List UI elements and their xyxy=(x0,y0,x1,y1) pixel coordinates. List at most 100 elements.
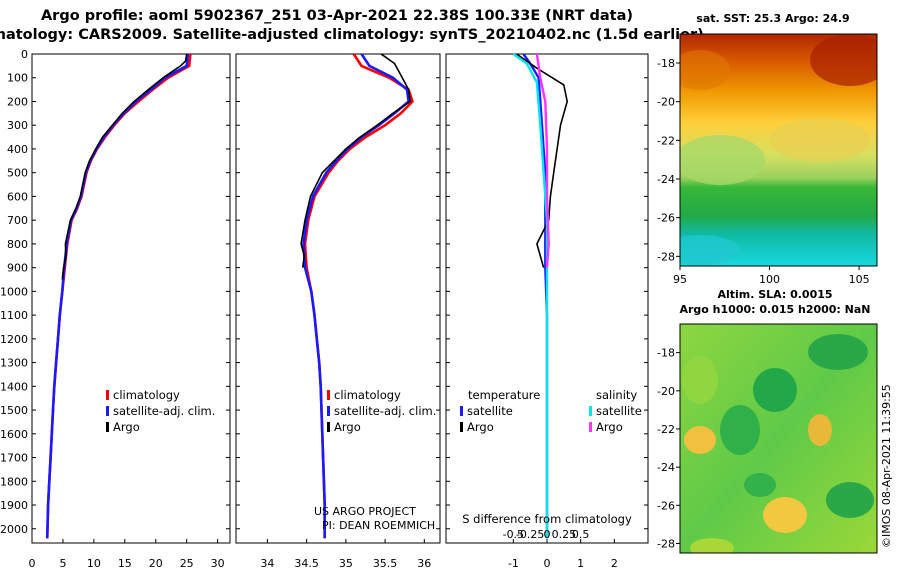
legend-swatch xyxy=(327,406,330,416)
x-tick-label: 0 xyxy=(29,557,36,570)
map-y-tick-label: -28 xyxy=(657,537,675,550)
sst-axes: -18 -20 -22 -24 -26 -28 95 100 105 xyxy=(657,57,870,286)
map-y-tick-label: -28 xyxy=(657,250,675,263)
sst-map-frame xyxy=(679,33,878,267)
sst-patch xyxy=(680,135,765,185)
map-y-tick-label: -22 xyxy=(657,423,675,436)
salinity-diff-tick-label: -0.25 xyxy=(516,528,544,541)
x-tick-label: 30 xyxy=(211,557,225,570)
sla-map-frame xyxy=(679,323,878,554)
legend-swatch xyxy=(106,422,109,432)
map-y-tick-label: -26 xyxy=(657,212,675,225)
x-tick-label: 20 xyxy=(149,557,163,570)
legend-swatch xyxy=(460,406,463,416)
x-tick-label: 34.5 xyxy=(294,557,319,570)
x-tick-label: 15 xyxy=(118,557,132,570)
map-x-tick-label: 105 xyxy=(849,273,870,286)
map-y-tick-label: -20 xyxy=(657,385,675,398)
salinity-frame xyxy=(235,53,441,544)
title-line1: Argo profile: aoml 5902367_251 03-Apr-20… xyxy=(41,8,633,24)
y-tick-label: 1000 xyxy=(0,285,28,298)
salinity-diff-tick-label: 0.25 xyxy=(552,528,577,541)
imos-stamp: ©IMOS 08-Apr-2021 11:39:55 xyxy=(880,384,893,548)
sst-patch xyxy=(680,50,730,90)
sla-patch xyxy=(826,482,874,518)
x-tick-label: 5 xyxy=(59,557,66,570)
y-tick-label: 500 xyxy=(7,167,28,180)
map-y-tick-label: -18 xyxy=(657,57,675,70)
legend-swatch xyxy=(460,422,463,432)
y-tick-label: 1300 xyxy=(0,357,28,370)
y-tick-label: 1600 xyxy=(0,428,28,441)
sla-patch xyxy=(684,426,716,454)
x-tick-label: -1 xyxy=(508,557,519,570)
series-line-2 xyxy=(61,53,188,280)
map-y-tick-label: -24 xyxy=(657,173,675,186)
x-tick-label: 0 xyxy=(544,557,551,570)
y-tick-label: 1700 xyxy=(0,452,28,465)
x-tick-label: 35 xyxy=(339,557,353,570)
legend-swatch xyxy=(106,406,109,416)
series-line-1 xyxy=(302,53,410,539)
legend-label: Argo xyxy=(334,420,361,434)
salinity-panel: 34 34.5 35 35.5 36 climatology satellite-adj. … xyxy=(235,53,441,570)
series-line-0 xyxy=(45,53,192,539)
sst-patch xyxy=(810,34,877,86)
y-tick-label: 1800 xyxy=(0,475,28,488)
sla-map-title-line2: Argo h1000: 0.015 h2000: NaN xyxy=(679,303,870,316)
difference-axis-label: S difference from climatology xyxy=(462,512,632,526)
series-line-0 xyxy=(303,53,414,539)
sla-patch xyxy=(682,356,718,404)
sst-patch xyxy=(680,235,740,265)
sla-axes: -18 -20 -22 -24 -26 -28 xyxy=(657,347,680,550)
map-y-tick-label: -26 xyxy=(657,499,675,512)
legend-swatch xyxy=(589,406,592,416)
legend-label: climatology xyxy=(113,388,180,402)
legend-temperature-title: temperature xyxy=(468,388,540,402)
legend-label: climatology xyxy=(334,388,401,402)
y-tick-label: 1200 xyxy=(0,333,28,346)
salinity-diff-tick-label: 0 xyxy=(544,528,551,541)
y-tick-label: 600 xyxy=(7,190,28,203)
series-line-3 xyxy=(535,53,550,268)
y-tick-label: 2000 xyxy=(0,523,28,536)
sst-map-title: sat. SST: 25.3 Argo: 24.9 xyxy=(696,12,849,25)
legend-label: Argo xyxy=(467,420,494,434)
sla-patch xyxy=(690,538,734,553)
title-line2: Climatology: CARS2009. Satellite-adjuste… xyxy=(0,27,704,43)
legend-swatch xyxy=(106,390,109,400)
series-line-0 xyxy=(522,53,549,539)
legend-label: satellite xyxy=(467,404,513,418)
x-tick-label: 34 xyxy=(260,557,274,570)
y-tick-label: 0 xyxy=(21,48,28,61)
sst-heatmap xyxy=(680,34,877,266)
sla-patch xyxy=(753,368,797,412)
credit-line2: PI: DEAN ROEMMICH xyxy=(322,519,435,532)
y-tick-label: 1100 xyxy=(0,309,28,322)
x-tick-label: 25 xyxy=(180,557,194,570)
legend-label: Argo xyxy=(596,420,623,434)
legend-label: Argo xyxy=(113,420,140,434)
y-tick-label: 800 xyxy=(7,238,28,251)
y-tick-label: 300 xyxy=(7,119,28,132)
x-tick-label: 35.5 xyxy=(373,557,398,570)
x-tick-label: 1 xyxy=(577,557,584,570)
credit-line1: US ARGO PROJECT xyxy=(314,505,416,518)
map-y-tick-label: -22 xyxy=(657,134,675,147)
salinity-diff-tick-label: -0.5 xyxy=(503,528,524,541)
salinity-diff-tick-label: 0.5 xyxy=(572,528,590,541)
map-y-tick-label: -24 xyxy=(657,461,675,474)
temperature-frame xyxy=(31,53,231,544)
x-tick-label: 2 xyxy=(611,557,618,570)
map-x-tick-label: 100 xyxy=(759,273,780,286)
sla-patch xyxy=(808,334,868,370)
series-line-2 xyxy=(512,53,549,539)
difference-panel: -1 0 1 2-0.5-0.25 0 0.250.5S difference from … xyxy=(445,53,649,570)
sla-patch xyxy=(744,473,776,497)
series-line-1 xyxy=(516,53,568,268)
legend-label: satellite xyxy=(596,404,642,418)
sla-patch xyxy=(763,497,807,533)
y-tick-label: 1400 xyxy=(0,380,28,393)
sla-heatmap xyxy=(680,324,877,553)
